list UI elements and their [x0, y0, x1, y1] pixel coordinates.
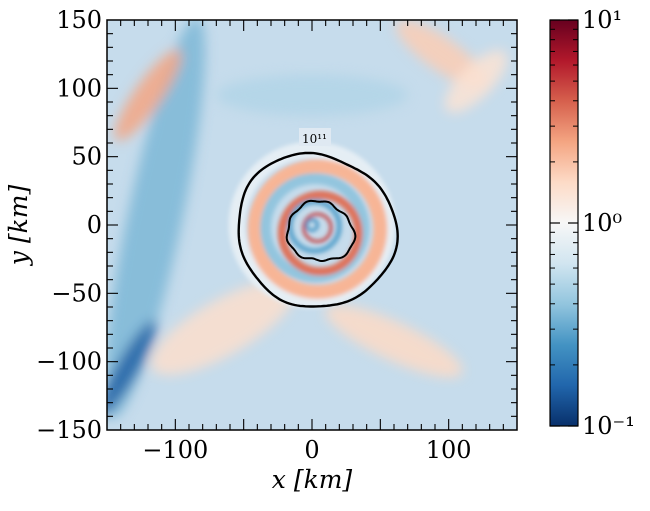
- contour-label-gap: [299, 128, 331, 146]
- y-tick-label: −100: [36, 348, 102, 376]
- colorbar-ticks: 10¹ 10⁰ 10⁻¹: [550, 6, 635, 440]
- contour-10-11: 10¹¹: [237, 128, 399, 308]
- heatmap-field: [107, 20, 517, 430]
- contour-line-inner: [285, 199, 357, 262]
- field-band: [150, 280, 296, 375]
- x-axis-label: x [km]: [272, 465, 353, 494]
- field-ring: [228, 141, 396, 309]
- colorbar-tick-label: 10⁻¹: [582, 412, 635, 440]
- field-ring: [260, 173, 370, 283]
- y-tick-label: 50: [71, 143, 102, 171]
- field-band: [325, 304, 463, 378]
- contour-label: 10¹¹: [302, 132, 327, 146]
- y-tick-label: 150: [56, 6, 102, 34]
- field-ring: [277, 190, 363, 276]
- contour-line-outer: [237, 151, 399, 308]
- vortex-core: [228, 141, 396, 309]
- y-axis-label: y [km]: [4, 185, 33, 267]
- colorbar-tick-label: 10¹: [582, 6, 622, 34]
- y-tick-label: −150: [36, 416, 102, 444]
- y-tick-label: −50: [51, 279, 102, 307]
- field-band: [216, 74, 408, 116]
- x-tick-label: 0: [304, 436, 319, 464]
- x-tick-label: −100: [142, 436, 208, 464]
- field-band: [107, 20, 206, 419]
- y-tick-label: 100: [56, 74, 102, 102]
- colorbar-tick-label: 10⁰: [582, 209, 622, 237]
- field-ring: [305, 218, 319, 232]
- field-band: [444, 50, 508, 113]
- x-tick-label: 100: [426, 436, 472, 464]
- y-axis-ticks: 150 100 50 0 −50 −100 −150: [36, 6, 517, 444]
- field-ring: [302, 212, 333, 243]
- x-axis-ticks: −100 0 100: [120, 20, 504, 464]
- field-band: [107, 320, 157, 417]
- y-tick-label: 0: [87, 211, 102, 239]
- field-ring: [247, 159, 388, 299]
- field-band: [114, 49, 182, 141]
- field-features: [107, 20, 508, 419]
- colorbar: 10¹ 10⁰ 10⁻¹: [549, 6, 635, 440]
